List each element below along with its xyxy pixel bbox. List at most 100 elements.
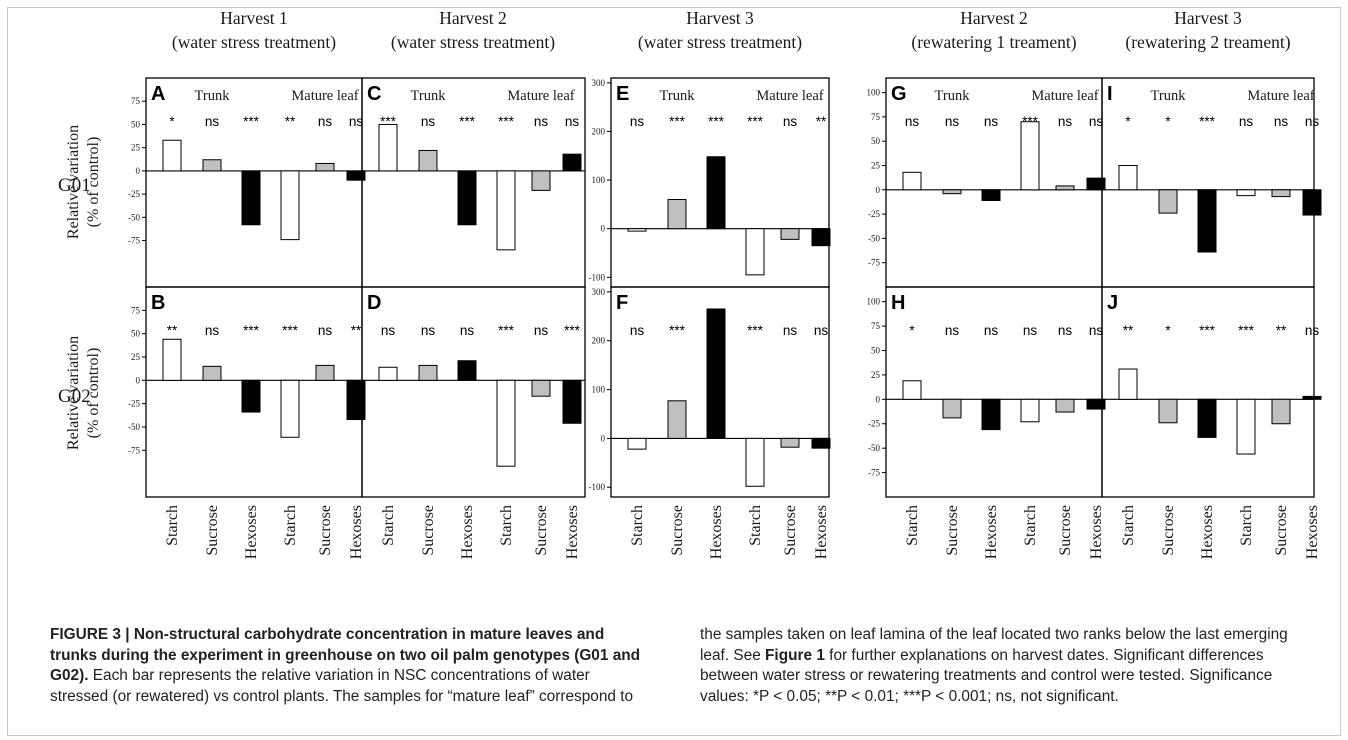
panel-g-ytick-label: 50	[871, 136, 881, 146]
panel-g-bar-trunk-sucrose	[942, 189, 962, 195]
panel-e-bar-trunk-starch	[627, 228, 647, 232]
column-title-5-line-1: Harvest 3	[1174, 8, 1242, 28]
panel-f-category-label-4: Starch	[747, 505, 764, 546]
panel-b-category-label-5: Sucrose	[317, 505, 334, 556]
panel-a-ytick-label: 50	[131, 119, 141, 129]
panel-f-bar-trunk-hexoses	[706, 308, 726, 439]
panel-f-significance-2: ***	[669, 323, 686, 338]
panel-d-category-label-2: Sucrose	[420, 505, 437, 556]
panel-b-bar-trunk-hexoses	[241, 379, 261, 413]
panel-g-letter: G	[891, 83, 907, 105]
panel-d-category-label-3: Hexoses	[459, 505, 476, 559]
panel-c-significance-3: ***	[459, 114, 476, 129]
panel-j-category-label-5: Sucrose	[1273, 505, 1290, 556]
panel-e-letter: E	[616, 83, 629, 105]
panel-g-ytick-label: 25	[871, 160, 881, 170]
y-axis-label-row-2-line-2: (% of control)	[85, 348, 102, 439]
panel-b-bar-mature-leaf-hexoses	[346, 379, 366, 421]
y-axis-label-row-1-line-2: (% of control)	[85, 137, 102, 228]
column-title-1-line-1: Harvest 1	[220, 8, 288, 28]
panel-a-ytick-label: -75	[128, 236, 140, 246]
panel-g-ytick-label: -25	[868, 209, 880, 219]
caption-label: FIGURE 3 | Non-structural carbohydrate c…	[50, 626, 641, 685]
panel-i-bar-trunk-hexoses	[1197, 189, 1217, 253]
panel-a-bar-trunk-hexoses	[241, 170, 261, 226]
panel-b-significance-5: ns	[318, 323, 333, 338]
panel-h-ytick-label: 100	[867, 297, 881, 307]
panel-f-ytick-label: 100	[592, 385, 606, 395]
panel-c-significance-1: ***	[380, 114, 397, 129]
panel-f-significance-4: ***	[747, 323, 764, 338]
panel-h-ytick-label: 75	[871, 321, 881, 331]
panel-i-bar-trunk-starch	[1118, 164, 1138, 191]
panel-j-category-label-2: Sucrose	[1160, 505, 1177, 556]
panel-g-significance-5: ns	[1058, 114, 1073, 129]
panel-a-significance-4: **	[285, 114, 296, 129]
panel-h-category-label-6: Hexoses	[1088, 505, 1105, 559]
panel-b-category-label-1: Starch	[164, 505, 181, 546]
row-label-g02: G02	[58, 386, 91, 407]
panel-b-significance-2: ns	[205, 323, 220, 338]
panel-a-bar-trunk-sucrose	[202, 159, 222, 172]
panel-e-significance-4: ***	[747, 114, 764, 129]
panel-h-significance-4: ns	[1023, 323, 1038, 338]
panel-h-significance-3: ns	[984, 323, 999, 338]
caption-text-part-1: Each bar represents the relative variati…	[50, 626, 1288, 706]
panel-i-significance-6: ns	[1305, 114, 1320, 129]
panel-h-significance-6: ns	[1089, 323, 1104, 338]
panel-e-ytick-label: 0	[601, 224, 606, 234]
panel-h-significance-5: ns	[1058, 323, 1073, 338]
panel-g-bar-trunk-hexoses	[981, 189, 1001, 201]
figure-3-chart: Harvest 1 (water stress treatment) Harvest…	[58, 8, 1322, 559]
panel-e-ytick-label: 200	[592, 126, 606, 136]
panel-d-bar-mature-leaf-sucrose	[531, 379, 551, 397]
panel-f-category-label-2: Sucrose	[669, 505, 686, 556]
panel-j-bar-mature-leaf-starch	[1236, 398, 1256, 455]
panel-g-significance-4: ***	[1022, 114, 1039, 129]
panel-g-significance-2: ns	[945, 114, 960, 129]
panel-b-category-label-4: Starch	[282, 505, 299, 546]
panel-g-ytick-label: -50	[868, 233, 880, 243]
panel-a-significance-1: *	[169, 114, 175, 129]
caption-figure-ref[interactable]: Figure 1	[765, 646, 825, 664]
panel-i-significance-4: ns	[1239, 114, 1254, 129]
caption-text-part-2: for further explanations on harvest date…	[700, 646, 1273, 706]
panel-f-category-label-3: Hexoses	[708, 505, 725, 559]
panel-d-bar-mature-leaf-hexoses	[562, 379, 582, 424]
panel-j-category-label-4: Starch	[1238, 505, 1255, 546]
column-title-3-line-2: (water stress treatment)	[638, 32, 802, 52]
panel-e-bar-trunk-sucrose	[667, 199, 687, 230]
panel-f-ytick-label: -100	[589, 482, 606, 492]
panel-b-bar-trunk-starch	[162, 338, 182, 381]
panel-d-significance-1: ns	[381, 323, 396, 338]
column-title-5-line-2: (rewatering 2 treament)	[1125, 32, 1290, 52]
panel-h-ytick-label: -50	[868, 443, 880, 453]
panel-g-significance-3: ns	[984, 114, 999, 129]
panel-a-ytick-label: -50	[128, 212, 140, 222]
panel-h-bar-mature-leaf-starch	[1020, 398, 1040, 423]
panel-f-bar-mature-leaf-starch	[745, 437, 765, 487]
panel-i-significance-1: *	[1125, 114, 1131, 129]
panel-c-group-label-trunk: Trunk	[411, 88, 447, 104]
panel-i-bar-mature-leaf-sucrose	[1271, 189, 1291, 198]
panel-a-significance-6: ns	[349, 114, 364, 129]
panel-d-significance-5: ns	[534, 323, 549, 338]
panel-e-bar-trunk-hexoses	[706, 156, 726, 230]
panel-h-ytick-label: 25	[871, 370, 881, 380]
panel-i-group-label-trunk: Trunk	[1151, 88, 1187, 104]
panel-g-ytick-label: -75	[868, 258, 880, 268]
panel-d-category-label-5: Sucrose	[533, 505, 550, 556]
panel-c-bar-trunk-sucrose	[418, 149, 438, 172]
panel-b-significance-1: **	[167, 323, 178, 338]
panel-c-bar-trunk-hexoses	[457, 170, 477, 226]
panel-g-ytick-label: 75	[871, 112, 881, 122]
panel-j-category-label-3: Hexoses	[1199, 505, 1216, 559]
panel-j-significance-5: **	[1276, 323, 1287, 338]
panel-h-category-label-1: Starch	[904, 505, 921, 546]
panel-g-bar-trunk-starch	[902, 171, 922, 191]
panel-h-ytick-label: 0	[876, 394, 881, 404]
panel-j-frame	[1101, 286, 1315, 498]
panel-a-significance-5: ns	[318, 114, 333, 129]
column-title-1-line-2: (water stress treatment)	[172, 32, 336, 52]
panel-d-category-label-4: Starch	[498, 505, 515, 546]
